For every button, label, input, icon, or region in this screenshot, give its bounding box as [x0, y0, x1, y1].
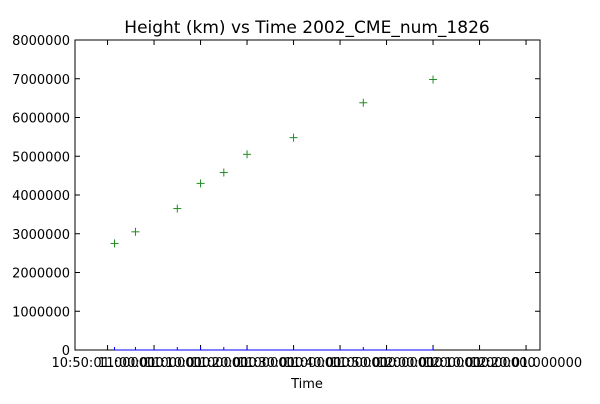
y-tick-label: 2000000	[12, 267, 70, 282]
x-tick-label: 11:00:01.000000	[98, 356, 210, 371]
x-tick-label: 12:00:01.000000	[377, 356, 489, 371]
series-1	[114, 347, 434, 351]
data-point	[196, 179, 205, 188]
y-tick-label: 4000000	[12, 189, 70, 204]
data-point	[289, 133, 298, 142]
x-tick-label: 12:20:01.000000	[470, 356, 582, 371]
x-tick-label: 11:40:01.000000	[284, 356, 396, 371]
y-tick-label: 8000000	[12, 34, 70, 49]
y-axis: 0 1000000 2000000 3000000 4000000 5000000 6000…	[12, 34, 540, 359]
x-axis-label: Time	[290, 377, 323, 392]
series-layer	[110, 75, 438, 351]
x-axis: 10:50:01.00000011:00:01.00000011:10:01.0…	[51, 40, 582, 371]
data-point	[243, 150, 252, 159]
x-tick-label: 11:50:01.000000	[330, 356, 442, 371]
data-point	[359, 98, 368, 107]
y-tick-label: 3000000	[12, 228, 70, 243]
y-tick-label: 6000000	[12, 112, 70, 127]
data-point	[110, 239, 119, 248]
y-tick-label: 1000000	[12, 305, 70, 320]
x-tick-label: 11:10:01.000000	[144, 356, 256, 371]
x-tick-label: 11:30:01.000000	[237, 356, 349, 371]
data-point	[131, 227, 140, 236]
series-0	[110, 75, 438, 248]
plot-frame	[74, 39, 541, 351]
chart-title: Height (km) vs Time 2002_CME_num_1826	[124, 18, 489, 38]
data-point	[219, 168, 228, 177]
data-point	[429, 75, 438, 84]
data-point	[173, 204, 182, 213]
y-tick-label: 5000000	[12, 150, 70, 165]
y-tick-label: 0	[62, 344, 70, 359]
x-tick-label: 11:20:01.000000	[191, 356, 303, 371]
y-tick-label: 7000000	[12, 73, 70, 88]
x-tick-label: 10:50:01.000000	[51, 356, 163, 371]
x-tick-label: 12:10:01.000000	[423, 356, 535, 371]
